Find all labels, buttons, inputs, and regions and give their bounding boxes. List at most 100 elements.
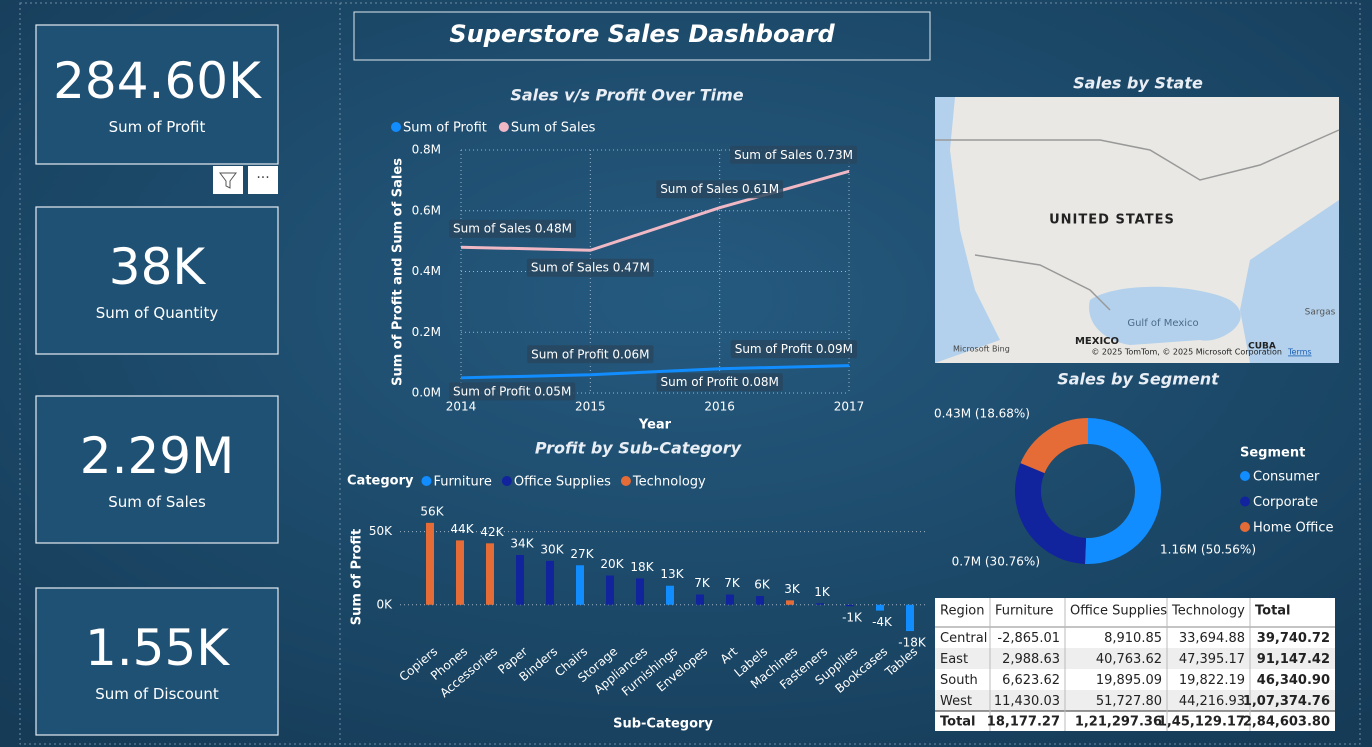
line <box>460 169 850 252</box>
data-label: 1K <box>814 585 831 599</box>
table-cell: 8,910.85 <box>1104 631 1162 646</box>
bar <box>666 585 674 605</box>
table-header: Furniture <box>995 604 1053 619</box>
map-credit: Microsoft Bing <box>953 345 1010 354</box>
x-tick-label: 2014 <box>446 400 477 414</box>
legend-label: Consumer <box>1253 470 1320 485</box>
map-label: Sargas <box>1305 308 1336 318</box>
data-label: Sum of Profit 0.06M <box>531 347 649 361</box>
y-tick-label: 50K <box>369 524 393 538</box>
map-label: UNITED STATES <box>1049 213 1175 228</box>
legend-marker <box>1240 522 1250 532</box>
bar <box>846 604 854 607</box>
table-cell: 2,988.63 <box>1002 652 1060 667</box>
frame <box>19 2 1361 745</box>
data-label: Sum of Profit 0.08M <box>661 375 779 389</box>
table-header: Technology <box>1171 604 1245 619</box>
table-cell: 1,45,129.17 <box>1158 715 1245 730</box>
table-cell: 1,21,297.36 <box>1075 715 1162 730</box>
data-label: 13K <box>660 567 684 581</box>
table-cell: 1,07,374.76 <box>1243 694 1330 709</box>
kpi-value: 284.60K <box>53 52 262 110</box>
kpi-value: 2.29M <box>80 427 234 485</box>
kpi-label: Sum of Sales <box>108 493 206 511</box>
data-label: 44K <box>450 522 474 536</box>
bar <box>726 594 734 605</box>
kpi-card <box>35 587 279 736</box>
table-cell: 39,740.72 <box>1257 631 1330 646</box>
table-cell: 19,822.19 <box>1179 673 1245 688</box>
table-cell: 18,177.27 <box>987 715 1060 730</box>
chart-title: Sales by Segment <box>1057 370 1220 389</box>
donut-slice <box>1015 463 1087 564</box>
kpi-label: Sum of Quantity <box>96 304 219 322</box>
gulf <box>1089 286 1241 345</box>
table-header: Office Supplies <box>1070 604 1167 619</box>
table-cell: 6,623.62 <box>1002 673 1060 688</box>
legend-title: Category <box>347 474 414 489</box>
bar <box>606 575 614 605</box>
legend-marker <box>501 476 512 486</box>
legend-marker <box>498 122 509 132</box>
legend-marker <box>391 122 401 132</box>
bar <box>636 578 644 605</box>
table-cell: 46,340.90 <box>1257 673 1330 688</box>
table-cell: South <box>940 673 978 688</box>
table-header: Region <box>940 604 985 619</box>
more-button[interactable] <box>248 166 278 194</box>
map-title: Sales by State <box>1073 74 1203 93</box>
y-axis-label: Sum of Profit and Sum of Sales <box>391 158 406 386</box>
table-cell: West <box>940 694 972 709</box>
data-label-bg <box>730 145 857 164</box>
data-label: Sum of Sales 0.73M <box>734 148 853 162</box>
table-cell: -2,865.01 <box>997 631 1060 646</box>
kpi-card <box>35 395 279 544</box>
kpi-value: 38K <box>109 238 207 296</box>
map-label: Gulf of Mexico <box>1127 318 1198 329</box>
filter-icon <box>219 172 237 189</box>
chart-title: Profit by Sub-Category <box>535 439 742 458</box>
x-tick-label: 2016 <box>704 400 735 414</box>
data-label: -1K <box>842 611 863 625</box>
filter-button[interactable] <box>213 166 243 194</box>
y-axis-label: Sum of Profit <box>350 529 365 626</box>
x-tick-label: 2015 <box>575 400 606 414</box>
y-tick-label: 0K <box>376 597 393 611</box>
data-label: -18K <box>898 636 927 650</box>
bar <box>816 603 824 605</box>
legend-label: Sum of Profit <box>403 121 487 136</box>
map-terms[interactable]: Terms <box>1287 348 1312 357</box>
data-label: 7K <box>724 576 741 590</box>
legend-marker <box>421 476 432 486</box>
y-tick-label: 0.4M <box>412 264 441 278</box>
data-label: Sum of Sales 0.61M <box>660 182 779 196</box>
data-label: 56K <box>420 504 444 518</box>
data-label-bg <box>656 180 784 199</box>
atlantic <box>1240 200 1339 363</box>
kpi-card <box>35 24 279 165</box>
data-label: 7K <box>694 576 711 590</box>
bar <box>576 565 584 605</box>
table-cell: 33,694.88 <box>1179 631 1245 646</box>
data-label: 0.43M (18.68%) <box>934 407 1030 421</box>
data-label: Sum of Sales 0.48M <box>453 222 572 236</box>
more-icon: ··· <box>256 170 269 186</box>
kpi-label: Sum of Discount <box>95 685 219 703</box>
chart-title: Sales v/s Profit Over Time <box>510 86 743 105</box>
bar <box>906 604 914 632</box>
line <box>460 364 850 380</box>
data-label: Sum of Sales 0.47M <box>531 261 650 275</box>
table-cell: 19,895.09 <box>1096 673 1162 688</box>
y-tick-label: 0.8M <box>412 143 441 157</box>
bar <box>786 600 794 605</box>
x-axis-label: Sub-Category <box>613 717 713 732</box>
border <box>974 254 1111 311</box>
bar <box>546 560 554 605</box>
data-label: 0.7M (30.76%) <box>952 555 1040 569</box>
table-cell: 47,395.17 <box>1179 652 1245 667</box>
legend-title: Segment <box>1240 446 1305 461</box>
data-label: 3K <box>784 582 801 596</box>
legend-label: Technology <box>632 475 706 490</box>
bar <box>756 595 764 605</box>
